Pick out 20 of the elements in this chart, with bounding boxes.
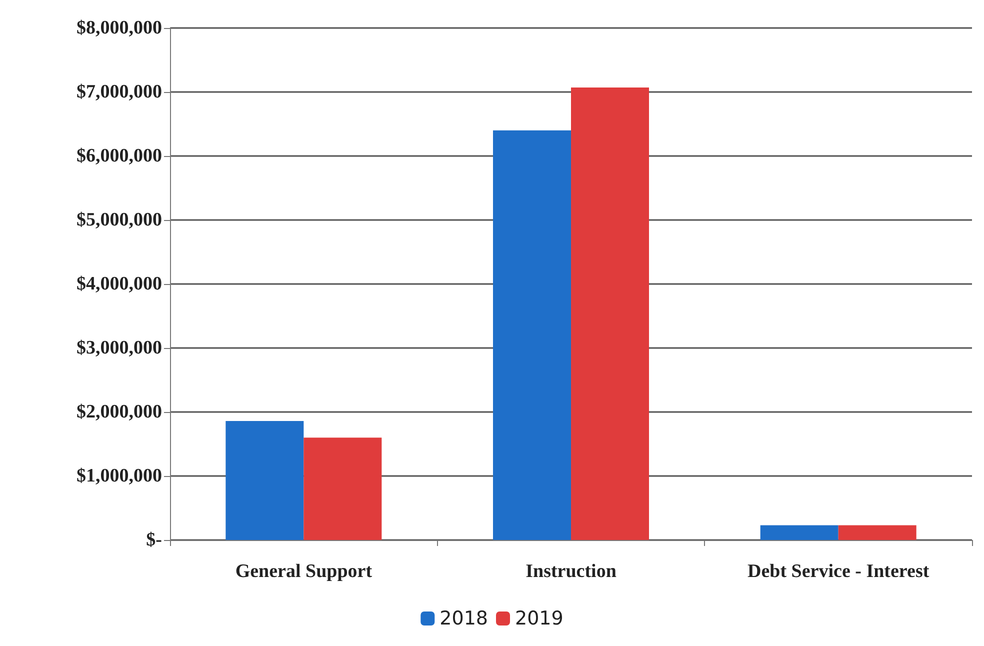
y-tick-label: $5,000,000: [76, 210, 162, 230]
x-tick-label: Instruction: [526, 561, 617, 582]
y-tick-label: $1,000,000: [76, 466, 162, 486]
x-tick-label: Debt Service - Interest: [747, 561, 930, 582]
bar: [760, 525, 838, 540]
y-tick-label: $3,000,000: [76, 338, 162, 358]
x-tick-label: General Support: [235, 561, 373, 582]
y-tick-label: $7,000,000: [76, 82, 162, 102]
y-tick-label: $6,000,000: [76, 146, 162, 166]
bar: [493, 130, 571, 540]
bar: [226, 420, 304, 540]
bar: [304, 438, 382, 540]
bar: [571, 88, 649, 540]
y-tick-label: $-: [146, 530, 162, 550]
bar: [838, 525, 916, 540]
y-tick-label: $2,000,000: [76, 402, 162, 422]
y-tick-label: $4,000,000: [76, 274, 162, 294]
legend-label: 2018: [440, 608, 488, 630]
y-tick-label: $8,000,000: [76, 18, 162, 38]
legend-label: 2019: [515, 608, 564, 630]
